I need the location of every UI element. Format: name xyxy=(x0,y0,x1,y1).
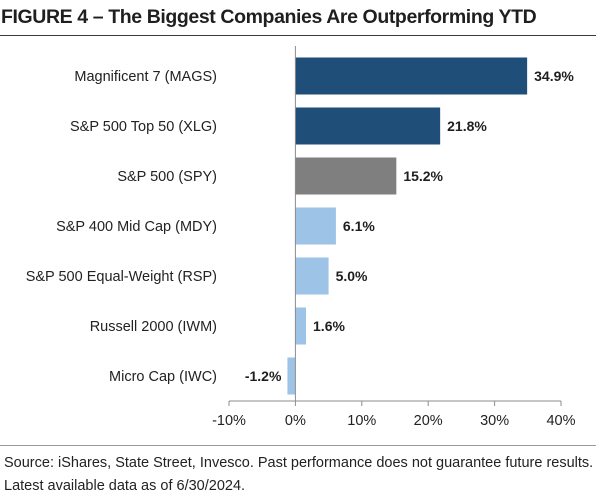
data-label: -1.2% xyxy=(245,368,282,384)
footer-divider xyxy=(0,445,596,446)
data-label: 5.0% xyxy=(336,268,368,284)
x-tick-label: 30% xyxy=(480,413,509,429)
bar xyxy=(295,257,329,295)
data-label: 21.8% xyxy=(447,118,487,134)
bar xyxy=(295,207,336,245)
data-label: 6.1% xyxy=(343,218,375,234)
category-label: S&P 500 Top 50 (XLG) xyxy=(70,119,217,135)
category-label: Russell 2000 (IWM) xyxy=(90,319,217,335)
data-label: 34.9% xyxy=(534,68,574,84)
category-label: Micro Cap (IWC) xyxy=(109,369,217,385)
bar xyxy=(295,157,397,195)
x-tick-label: 40% xyxy=(546,413,575,429)
x-tick-label: 0% xyxy=(285,413,306,429)
bar xyxy=(295,57,528,95)
bar xyxy=(295,307,307,345)
x-tick-label: -10% xyxy=(212,413,246,429)
category-label: S&P 400 Mid Cap (MDY) xyxy=(56,219,217,235)
source-note: Source: iShares, State Street, Invesco. … xyxy=(4,455,594,494)
category-label: Magnificent 7 (MAGS) xyxy=(74,69,217,85)
data-label: 1.6% xyxy=(313,318,345,334)
x-tick-label: 10% xyxy=(347,413,376,429)
title-divider xyxy=(0,35,596,36)
x-tick-label: 20% xyxy=(414,413,443,429)
category-label: S&P 500 (SPY) xyxy=(117,169,217,185)
bar xyxy=(287,357,296,395)
category-label: S&P 500 Equal-Weight (RSP) xyxy=(26,269,217,285)
bar-chart: -10% 0% 10% 20% 30% 40% Magnificent 7 (MAGS) 3… xyxy=(26,46,576,429)
data-label: 15.2% xyxy=(403,168,443,184)
bar xyxy=(295,107,441,145)
chart-title: FIGURE 4 – The Biggest Companies Are Out… xyxy=(1,6,537,28)
